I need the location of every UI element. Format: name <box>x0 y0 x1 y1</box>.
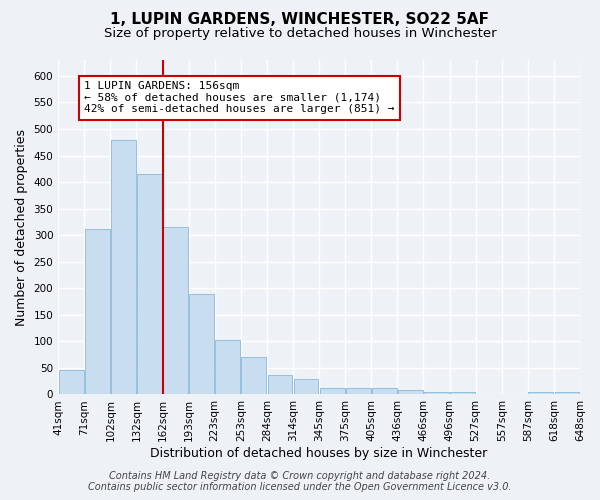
Text: 1, LUPIN GARDENS, WINCHESTER, SO22 5AF: 1, LUPIN GARDENS, WINCHESTER, SO22 5AF <box>110 12 490 28</box>
Bar <box>163 227 188 394</box>
Text: Contains HM Land Registry data © Crown copyright and database right 2024.
Contai: Contains HM Land Registry data © Crown c… <box>88 471 512 492</box>
Text: Size of property relative to detached houses in Winchester: Size of property relative to detached ho… <box>104 28 496 40</box>
Bar <box>268 375 292 394</box>
Bar <box>111 140 136 394</box>
Bar <box>59 370 83 394</box>
Bar <box>137 174 162 394</box>
Bar <box>450 392 475 394</box>
Bar <box>320 388 344 394</box>
Bar <box>554 392 580 394</box>
Bar <box>398 390 423 394</box>
Bar <box>346 388 371 394</box>
Bar <box>215 340 240 394</box>
Y-axis label: Number of detached properties: Number of detached properties <box>15 128 28 326</box>
Bar <box>529 392 553 394</box>
Bar <box>189 294 214 394</box>
Bar <box>85 229 110 394</box>
Bar <box>372 388 397 394</box>
Bar <box>424 392 449 394</box>
Bar <box>293 378 319 394</box>
Bar <box>241 358 266 395</box>
X-axis label: Distribution of detached houses by size in Winchester: Distribution of detached houses by size … <box>151 447 488 460</box>
Text: 1 LUPIN GARDENS: 156sqm
← 58% of detached houses are smaller (1,174)
42% of semi: 1 LUPIN GARDENS: 156sqm ← 58% of detache… <box>84 81 395 114</box>
